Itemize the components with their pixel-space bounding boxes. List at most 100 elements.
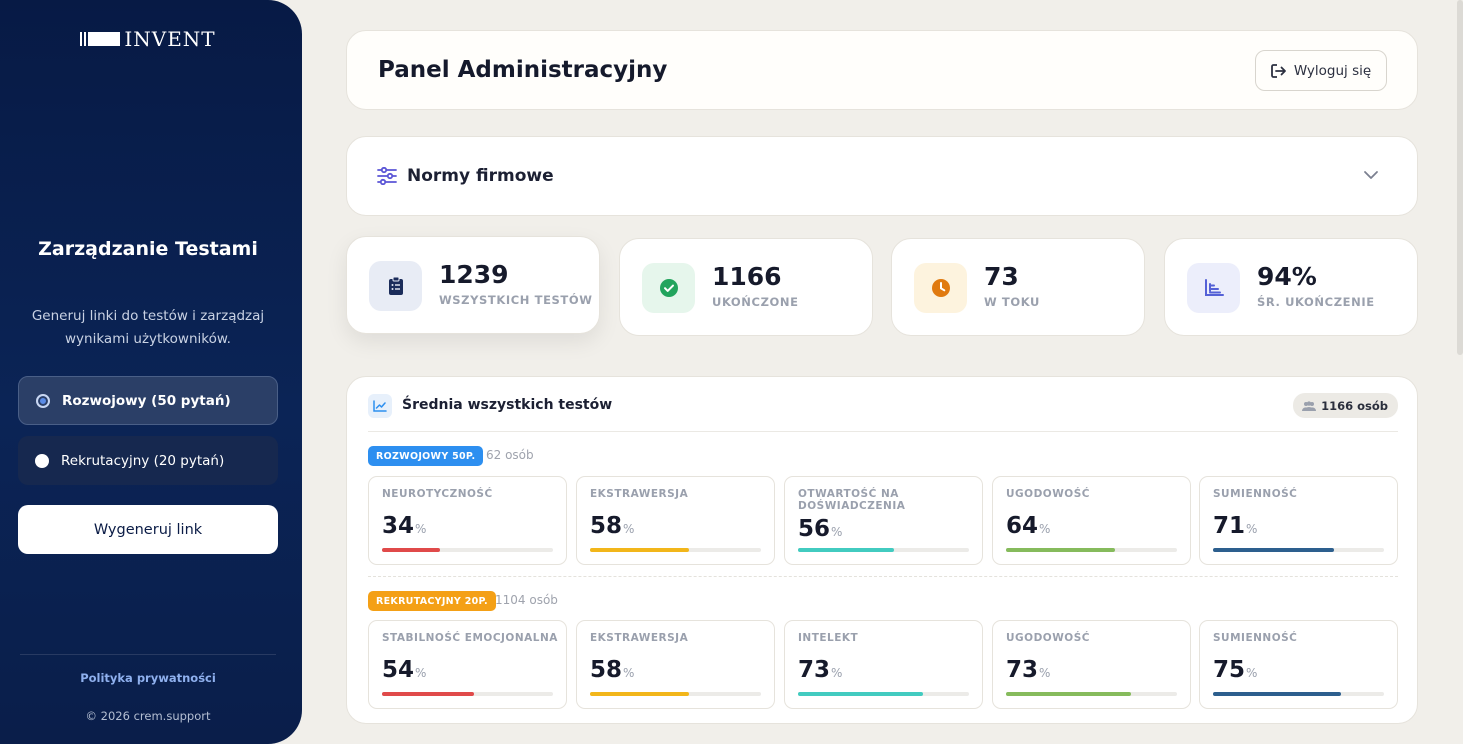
metric-unit: % (1246, 522, 1258, 536)
metric-card: OTWARTOŚĆ NA DOŚWIADCZENIA 56% (784, 476, 983, 565)
metric-card: SUMIENNOŚĆ 71% (1199, 476, 1398, 565)
metric-progress-bar (590, 548, 761, 552)
metric-progress-fill (798, 548, 894, 552)
metric-label: SUMIENNOŚĆ (1213, 632, 1298, 644)
metric-number: 64 (1006, 513, 1039, 539)
metric-progress-fill (1006, 548, 1116, 552)
metric-label: EKSTRAWERSJA (590, 632, 689, 644)
metric-progress-bar (382, 692, 553, 696)
metric-card: EKSTRAWERSJA 58% (576, 476, 775, 565)
metric-label: UGODOWOŚĆ (1006, 632, 1090, 644)
copyright: © 2026 crem.support (85, 709, 211, 723)
stat-icon-box (369, 261, 422, 311)
divider (20, 654, 276, 655)
people-count: 1166 osób (1321, 398, 1388, 413)
stat-icon-box (914, 263, 967, 313)
stat-value: 1166 (712, 262, 782, 291)
generate-link-button[interactable]: Wygeneruj link (18, 505, 278, 554)
sliders-icon (377, 167, 397, 185)
metric-progress-fill (382, 548, 441, 552)
metric-progress-bar (1006, 548, 1177, 552)
metric-unit: % (415, 666, 427, 680)
metric-label: OTWARTOŚĆ NA DOŚWIADCZENIA (798, 488, 906, 512)
sidebar-title: Zarządzanie Testami (38, 238, 258, 260)
metric-progress-fill (590, 692, 690, 696)
option-rekrutacyjny[interactable]: Rekrutacyjny (20 pytań) (18, 436, 278, 485)
check-circle-icon (659, 279, 678, 297)
stat-card-avg-completion: 94% ŚR. UKOŃCZENIE (1164, 238, 1418, 336)
stat-card-completed: 1166 UKOŃCZONE (619, 238, 873, 336)
scrollbar[interactable] (1457, 0, 1463, 355)
metric-card: UGODOWOŚĆ 64% (992, 476, 1191, 565)
metric-value: 64% (1006, 513, 1050, 539)
stat-icon-box (642, 263, 695, 313)
averages-title: Średnia wszystkich testów (402, 397, 613, 413)
metric-number: 58 (590, 513, 623, 539)
clock-icon (931, 279, 950, 297)
metric-number: 71 (1213, 513, 1246, 539)
stat-card-in-progress: 73 W TOKU (891, 238, 1145, 336)
sidebar: INVENT Zarządzanie Testami Generuj linki… (0, 0, 302, 744)
metric-number: 54 (382, 657, 415, 683)
group-people-count: 1104 osób (495, 593, 558, 607)
chevron-down-icon[interactable] (1363, 170, 1379, 180)
stat-card-all-tests: 1239 WSZYSTKICH TESTÓW (346, 236, 600, 334)
stat-label: WSZYSTKICH TESTÓW (439, 293, 593, 307)
metric-label: EKSTRAWERSJA (590, 488, 689, 500)
metric-value: 58% (590, 657, 634, 683)
metric-value: 54% (382, 657, 426, 683)
radio-unselected-icon[interactable] (35, 453, 49, 468)
stat-value: 73 (984, 262, 1019, 291)
stat-label: UKOŃCZONE (712, 295, 799, 309)
metric-unit: % (415, 522, 427, 536)
logo-mark-icon (80, 32, 121, 46)
logout-icon (1270, 63, 1286, 78)
metric-progress-bar (382, 548, 553, 552)
logout-button[interactable]: Wyloguj się (1255, 50, 1387, 91)
sidebar-description: Generuj linki do testów i zarządzaj wyni… (31, 308, 265, 347)
metric-card: EKSTRAWERSJA 58% (576, 620, 775, 709)
stat-value: 94% (1257, 262, 1317, 291)
option-label: Rekrutacyjny (20 pytań) (61, 452, 225, 469)
metric-progress-fill (1006, 692, 1131, 696)
norms-title: Normy firmowe (407, 166, 554, 186)
metric-progress-bar (1213, 692, 1384, 696)
metric-card: INTELEKT 73% (784, 620, 983, 709)
metric-value: 73% (1006, 657, 1050, 683)
stat-label: ŚR. UKOŃCZENIE (1257, 295, 1375, 309)
metric-unit: % (1039, 522, 1051, 536)
metric-progress-fill (590, 548, 690, 552)
metric-number: 73 (798, 657, 831, 683)
averages-panel: Średnia wszystkich testów 1166 osób ROZW… (346, 376, 1418, 724)
stat-icon-box (1187, 263, 1240, 313)
header-card: Panel Administracyjny Wyloguj się (346, 30, 1418, 110)
option-rozwojowy[interactable]: Rozwojowy (50 pytań) (18, 376, 278, 425)
metric-value: 56% (798, 516, 842, 542)
metric-card: STABILNOŚĆ EMOCJONALNA 54% (368, 620, 567, 709)
metric-unit: % (623, 666, 635, 680)
privacy-policy-link[interactable]: Polityka prywatności (80, 671, 216, 685)
radio-selected-icon[interactable] (36, 393, 50, 408)
metric-progress-fill (382, 692, 475, 696)
metric-value: 73% (798, 657, 842, 683)
metric-unit: % (1246, 666, 1258, 680)
metric-number: 75 (1213, 657, 1246, 683)
metric-unit: % (623, 522, 635, 536)
metric-progress-bar (1006, 692, 1177, 696)
metric-label: UGODOWOŚĆ (1006, 488, 1090, 500)
metric-progress-fill (1213, 548, 1335, 552)
group-people-count: 62 osób (486, 448, 534, 462)
trend-icon-box (368, 394, 392, 418)
metric-number: 58 (590, 657, 623, 683)
metric-progress-bar (798, 692, 969, 696)
metric-value: 71% (1213, 513, 1257, 539)
trend-line-icon (373, 400, 387, 412)
metric-progress-fill (1213, 692, 1342, 696)
company-norms-panel[interactable]: Normy firmowe (346, 136, 1418, 216)
metric-progress-bar (590, 692, 761, 696)
option-label: Rozwojowy (50 pytań) (62, 392, 231, 409)
metric-number: 73 (1006, 657, 1039, 683)
metric-card: SUMIENNOŚĆ 75% (1199, 620, 1398, 709)
metric-progress-fill (798, 692, 923, 696)
metric-value: 58% (590, 513, 634, 539)
